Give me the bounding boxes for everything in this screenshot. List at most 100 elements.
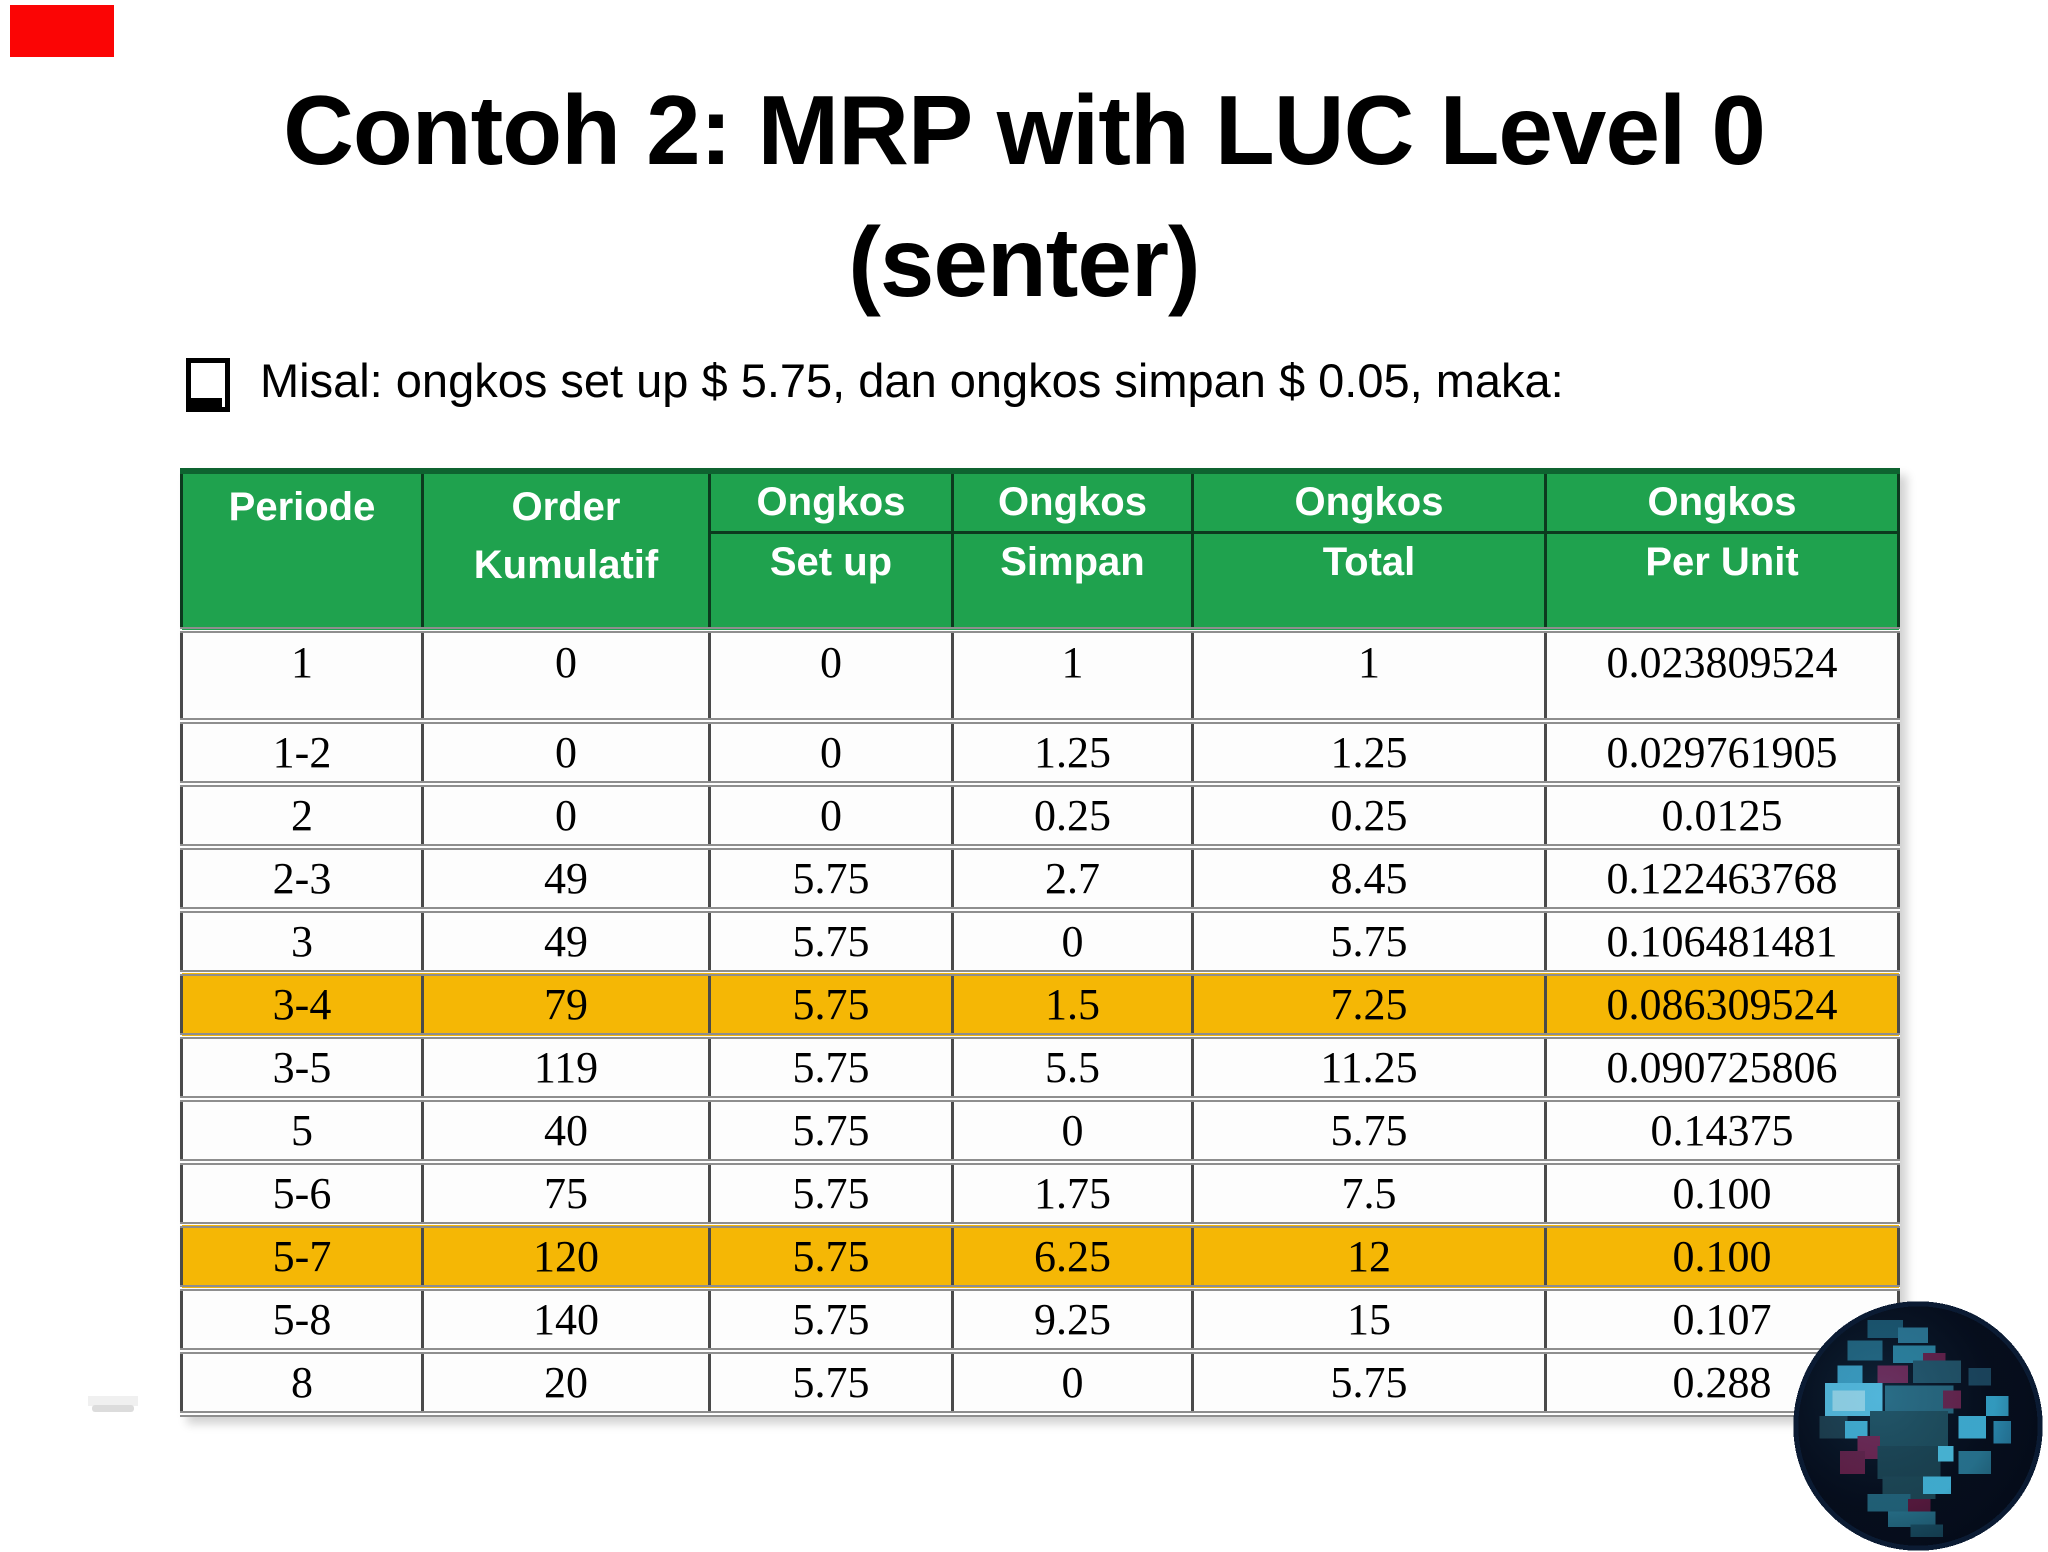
- table-cell: 2: [180, 781, 424, 850]
- table-cell: 49: [421, 907, 711, 976]
- table-row: 3-5 119 5.75 5.5 11.25 0.090725806: [180, 1033, 1900, 1102]
- table-cell: 7.25: [1191, 970, 1547, 1039]
- table-cell: 0: [421, 781, 711, 850]
- col-header-3-top: Ongkos: [951, 468, 1194, 534]
- table-cell: 3: [180, 907, 424, 976]
- table-cell: 0.25: [951, 781, 1194, 850]
- table-cell: 5-8: [180, 1285, 424, 1354]
- table-cell: 12: [1191, 1222, 1547, 1291]
- table-cell: 2-3: [180, 844, 424, 913]
- table-cell: 1.25: [1191, 718, 1547, 787]
- table-cell: 0: [951, 1348, 1194, 1417]
- table-row: 2-3 49 5.75 2.7 8.45 0.122463768: [180, 844, 1900, 913]
- table-cell: 1: [1191, 627, 1547, 724]
- table-cell: 1.5: [951, 970, 1194, 1039]
- table-row: 1-2 0 0 1.25 1.25 0.029761905: [180, 718, 1900, 787]
- table-cell: 1: [951, 627, 1194, 724]
- table-cell: 0: [708, 781, 954, 850]
- table-cell: 5.75: [708, 1096, 954, 1165]
- rec-indicator: [10, 5, 114, 57]
- col-header-5-top: Ongkos: [1544, 468, 1900, 534]
- table-cell: 6.25: [951, 1222, 1194, 1291]
- table-cell: 5.75: [1191, 1096, 1547, 1165]
- col-header-2-top: Ongkos: [708, 468, 954, 534]
- cost-table: Periode Order Kumulatif Ongkos Ongkos Ongkos O…: [180, 468, 1900, 1417]
- table-cell: 49: [421, 844, 711, 913]
- table-cell: 0: [421, 718, 711, 787]
- table-cell: 0.100: [1544, 1222, 1900, 1291]
- table-cell: 0.122463768: [1544, 844, 1900, 913]
- table-cell: 0: [421, 627, 711, 724]
- table-cell: 1: [180, 627, 424, 724]
- table-cell: 5-7: [180, 1222, 424, 1291]
- table-cell: 5.75: [708, 970, 954, 1039]
- table-row: 3-4 79 5.75 1.5 7.25 0.086309524: [180, 970, 1900, 1039]
- table-cell: 0.090725806: [1544, 1033, 1900, 1102]
- table-cell: 5.75: [708, 907, 954, 976]
- table-cell: 140: [421, 1285, 711, 1354]
- table-cell: 40: [421, 1096, 711, 1165]
- table-cell: 0.029761905: [1544, 718, 1900, 787]
- table-cell: 0.107: [1544, 1285, 1900, 1354]
- table-cell: 0.14375: [1544, 1096, 1900, 1165]
- col-header-line1: Order: [511, 485, 621, 529]
- table-cell: 0: [708, 627, 954, 724]
- table-row: 2 0 0 0.25 0.25 0.0125: [180, 781, 1900, 850]
- table-cell: 8: [180, 1348, 424, 1417]
- table-row: 8 20 5.75 0 5.75 0.288: [180, 1348, 1900, 1417]
- table-cell: 9.25: [951, 1285, 1194, 1354]
- slide-title: Contoh 2: MRP with LUC Level 0 (senter): [30, 62, 2018, 326]
- table-cell: 3-4: [180, 970, 424, 1039]
- table-cell: 0.0125: [1544, 781, 1900, 850]
- table-cell: 5.75: [708, 844, 954, 913]
- table-cell: 0.25: [1191, 781, 1547, 850]
- table-cell: 0: [951, 1096, 1194, 1165]
- col-header-4-bottom: Total: [1191, 531, 1547, 632]
- col-header-1: Order Kumulatif: [421, 468, 711, 632]
- col-header-4-top: Ongkos: [1191, 468, 1547, 534]
- col-header-0: Periode: [180, 468, 424, 632]
- table-cell: 2.7: [951, 844, 1194, 913]
- table-row: 5-7 120 5.75 6.25 12 0.100: [180, 1222, 1900, 1291]
- checkbox-bullet-icon: [186, 358, 230, 412]
- table-cell: 1.25: [951, 718, 1194, 787]
- table-cell: 5.75: [1191, 907, 1547, 976]
- table-cell: 5.75: [708, 1285, 954, 1354]
- table-cell: 0.023809524: [1544, 627, 1900, 724]
- table-cell: 5.75: [708, 1159, 954, 1228]
- table-cell: 79: [421, 970, 711, 1039]
- globe-icon: [1793, 1301, 2043, 1551]
- slide-title-line1: Contoh 2: MRP with LUC Level 0: [283, 75, 1766, 185]
- table-row: 1 0 0 1 1 0.023809524: [180, 627, 1900, 724]
- table-cell: 0.100: [1544, 1159, 1900, 1228]
- table-cell: 1-2: [180, 718, 424, 787]
- table-row: 5-8 140 5.75 9.25 15 0.107: [180, 1285, 1900, 1354]
- table-cell: 11.25: [1191, 1033, 1547, 1102]
- bullet-row: Misal: ongkos set up $ 5.75, dan ongkos …: [186, 350, 1564, 412]
- bullet-text: Misal: ongkos set up $ 5.75, dan ongkos …: [260, 354, 1564, 407]
- table-cell: 0: [708, 718, 954, 787]
- table-cell: 5.75: [708, 1222, 954, 1291]
- table-cell: 20: [421, 1348, 711, 1417]
- table-cell: 0: [951, 907, 1194, 976]
- col-header-line1: Periode: [228, 485, 376, 529]
- table-cell: 120: [421, 1222, 711, 1291]
- table-cell: 7.5: [1191, 1159, 1547, 1228]
- table-row: 5 40 5.75 0 5.75 0.14375: [180, 1096, 1900, 1165]
- table-cell: 0.086309524: [1544, 970, 1900, 1039]
- table-cell: 15: [1191, 1285, 1547, 1354]
- col-header-5-bottom: Per Unit: [1544, 531, 1900, 632]
- table-cell: 5.75: [708, 1033, 954, 1102]
- table-cell: 119: [421, 1033, 711, 1102]
- col-header-3-bottom: Simpan: [951, 531, 1194, 632]
- table-cell: 0.106481481: [1544, 907, 1900, 976]
- table-cell: 5.75: [1191, 1348, 1547, 1417]
- table-cell: 5: [180, 1096, 424, 1165]
- table-cell: 5-6: [180, 1159, 424, 1228]
- table-cell: 3-5: [180, 1033, 424, 1102]
- table-cell: 75: [421, 1159, 711, 1228]
- table-cell: 1.75: [951, 1159, 1194, 1228]
- slide-title-line2: (senter): [848, 207, 1200, 317]
- col-header-2-bottom: Set up: [708, 531, 954, 632]
- table-cell: 8.45: [1191, 844, 1547, 913]
